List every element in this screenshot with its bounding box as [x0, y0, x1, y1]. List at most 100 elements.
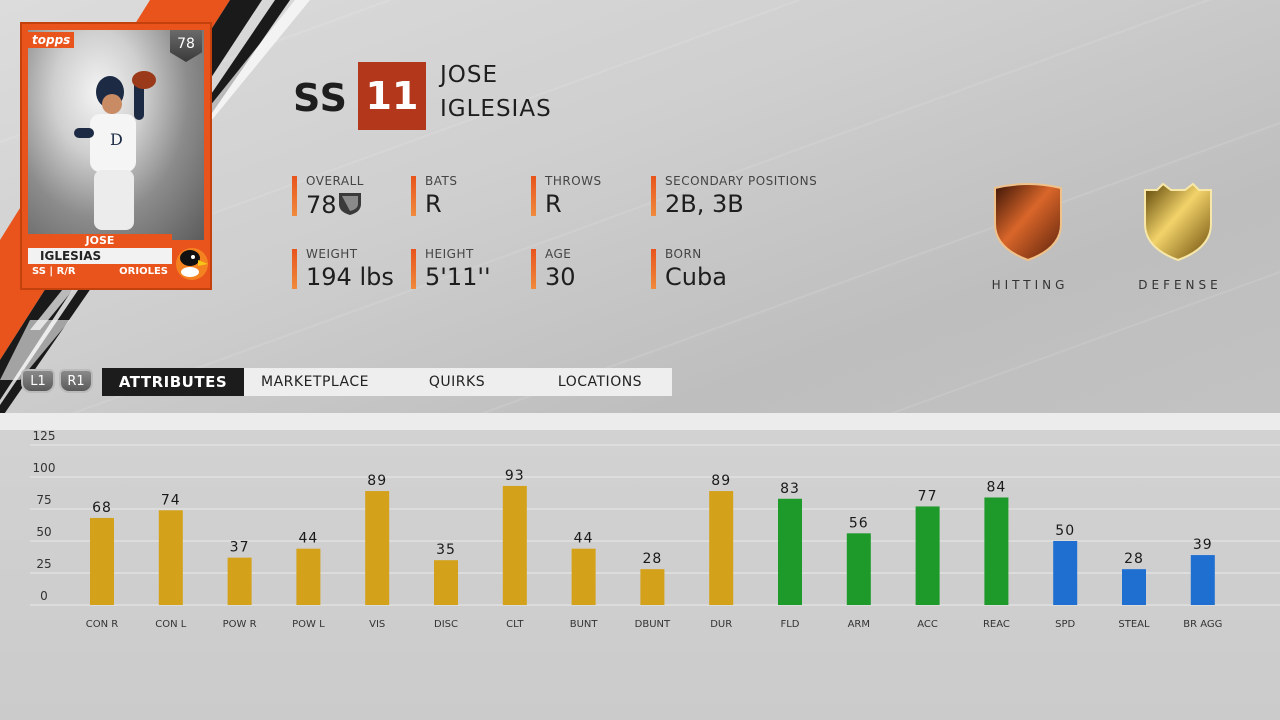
card-pos-hand: SS | R/R [32, 266, 76, 277]
bar [296, 548, 321, 605]
age-value: 30 [545, 263, 576, 291]
tab-attributes[interactable]: ATTRIBUTES [102, 368, 244, 396]
x-tick-label: POW R [223, 619, 257, 630]
info-throws: THROWS R [531, 174, 641, 218]
defense-shield-icon[interactable] [1139, 182, 1217, 262]
card-first-name: JOSE [28, 234, 172, 248]
bats-value: R [425, 190, 442, 218]
bar [846, 533, 871, 605]
y-tick-label: 75 [36, 493, 51, 507]
overall-label: OVERALL [306, 174, 364, 188]
bar-value-label: 93 [505, 468, 525, 484]
info-secondary-positions: SECONDARY POSITIONS 2B, 3B [651, 174, 851, 218]
x-tick-label: ACC [917, 619, 938, 630]
x-tick-label: DBUNT [635, 619, 671, 630]
topps-logo: topps [28, 32, 75, 48]
overall-value: 78 [306, 190, 363, 219]
x-tick-label: BR AGG [1183, 619, 1222, 630]
bar [90, 517, 114, 605]
tab-marketplace[interactable]: MARKETPLACE [261, 374, 369, 390]
tab-quirks[interactable]: QUIRKS [428, 374, 486, 390]
secondary-positions-label: SECONDARY POSITIONS [665, 174, 818, 188]
player-first-name: JOSE [440, 62, 499, 88]
bar [158, 510, 183, 605]
bar [1053, 541, 1078, 605]
x-tick-label: REAC [983, 619, 1010, 630]
bar-value-label: 39 [1193, 537, 1213, 553]
card-position-bar: SS | R/R ORIOLES [28, 264, 172, 280]
attributes-bar-chart: 0 25 50 75 100 125 68 CON R 74 CON L 37 POW R 44 POW … [30, 430, 1280, 630]
secondary-positions-value: 2B, 3B [665, 190, 744, 218]
x-tick-label: CON L [155, 619, 187, 630]
bar [571, 548, 596, 605]
bar-value-label: 83 [780, 481, 800, 497]
bar [1190, 555, 1215, 605]
born-label: BORN [665, 247, 702, 261]
height-value: 5'11'' [425, 263, 491, 291]
bar [640, 569, 665, 605]
info-born: BORN Cuba [651, 247, 851, 291]
y-tick-label: 100 [33, 461, 56, 475]
x-tick-label: CLT [506, 619, 524, 630]
card-team: ORIOLES [119, 266, 168, 277]
x-tick-label: STEAL [1118, 619, 1150, 630]
y-tick-label: 50 [36, 525, 51, 539]
bar-value-label: 44 [574, 531, 594, 547]
defense-label: DEFENSE [1138, 278, 1222, 292]
born-value: Cuba [665, 263, 727, 291]
bar-value-label: 77 [918, 488, 938, 504]
height-label: HEIGHT [425, 247, 474, 261]
hitting-label: HITTING [991, 278, 1069, 292]
x-tick-label: POW L [292, 619, 325, 630]
l1-button[interactable]: L1 [21, 369, 55, 393]
bar-value-label: 74 [161, 492, 181, 508]
x-tick-label: SPD [1055, 619, 1075, 630]
bar-value-label: 84 [986, 479, 1006, 495]
weight-value: 194 lbs [306, 263, 394, 291]
orioles-bird-icon [176, 248, 208, 280]
info-overall: OVERALL 78 [292, 174, 402, 219]
bar-value-label: 44 [298, 531, 318, 547]
info-age: AGE 30 [531, 247, 641, 291]
bar [1122, 569, 1146, 605]
weight-label: WEIGHT [306, 247, 358, 261]
y-tick-label: 0 [40, 589, 48, 603]
section-divider [0, 413, 1280, 430]
bar-value-label: 68 [92, 500, 112, 516]
bar-value-label: 89 [367, 473, 387, 489]
tab-locations[interactable]: LOCATIONS [557, 374, 643, 390]
info-weight: WEIGHT 194 lbs [292, 247, 402, 291]
x-tick-label: BUNT [570, 619, 599, 630]
y-tick-label: 25 [36, 557, 51, 571]
bar [502, 485, 527, 605]
bar [709, 491, 734, 605]
bar-value-label: 28 [642, 551, 662, 567]
bar-value-label: 56 [849, 515, 869, 531]
bar-value-label: 28 [1124, 551, 1144, 567]
overall-shield-icon [338, 193, 361, 215]
player-silhouette-icon: D [74, 71, 156, 230]
card-last-name: IGLESIAS [28, 248, 172, 264]
r1-button[interactable]: R1 [59, 369, 93, 393]
player-card[interactable]: D topps 78 JOSE IGLESIAS SS | R/R ORIOLE… [20, 22, 212, 290]
age-label: AGE [545, 247, 572, 261]
player-last-name: IGLESIAS [440, 96, 552, 122]
bar-value-label: 89 [711, 473, 731, 489]
bar [365, 491, 390, 605]
bar-value-label: 50 [1055, 523, 1075, 539]
bar-value-label: 37 [230, 540, 250, 556]
tab-bar: ATTRIBUTES MARKETPLACE QUIRKS LOCATIONS [102, 368, 672, 396]
y-tick-label: 125 [33, 430, 56, 443]
player-photo: D [28, 30, 204, 240]
bats-label: BATS [425, 174, 458, 188]
bar [434, 560, 458, 605]
x-tick-label: CON R [86, 619, 119, 630]
svg-text:D: D [110, 130, 123, 149]
x-tick-label: VIS [369, 619, 385, 630]
x-tick-label: FLD [780, 619, 799, 630]
info-height: HEIGHT 5'11'' [411, 247, 521, 291]
x-tick-label: ARM [848, 619, 870, 630]
throws-label: THROWS [545, 174, 602, 188]
hitting-shield-icon[interactable] [989, 182, 1067, 262]
bar [778, 498, 802, 605]
